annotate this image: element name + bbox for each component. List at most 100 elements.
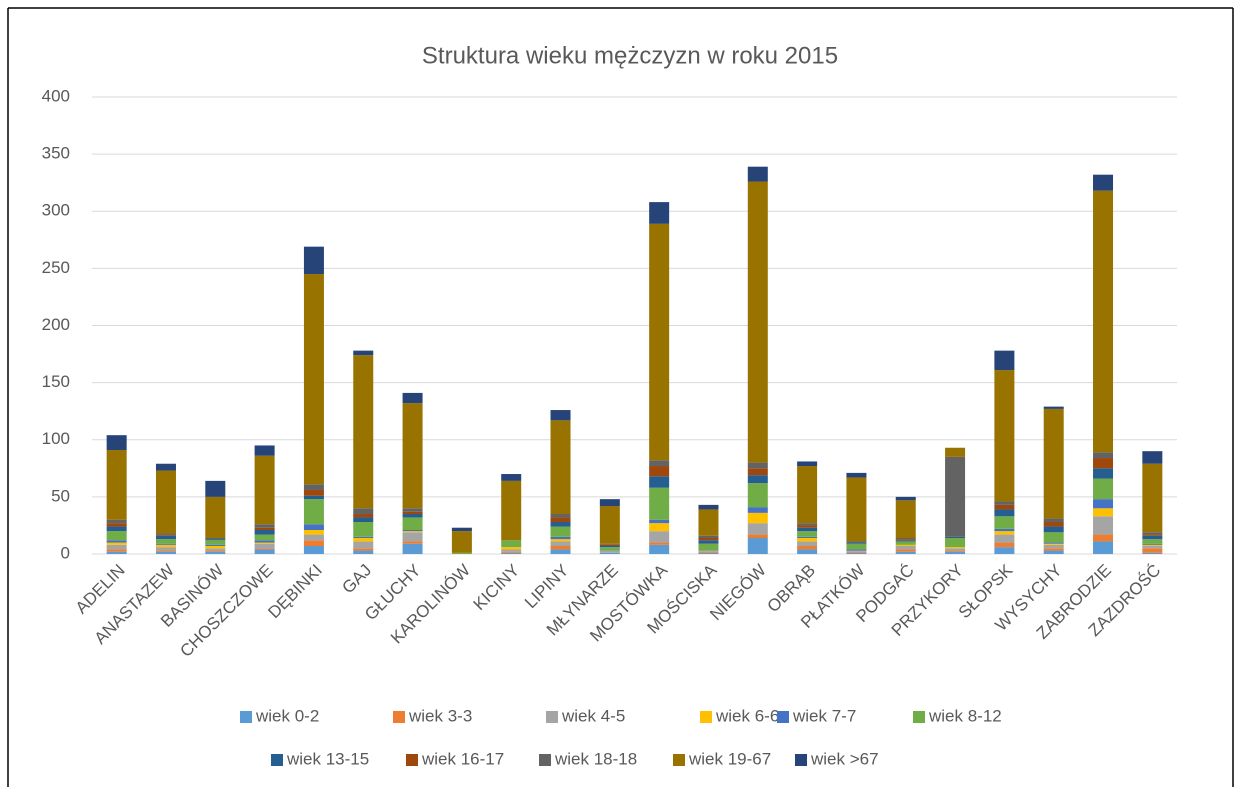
bar-segment xyxy=(550,536,571,540)
bar-segment xyxy=(402,517,423,531)
legend-label: wiek 13-15 xyxy=(286,749,369,768)
bar-segment xyxy=(205,480,226,497)
bar-segment xyxy=(994,516,1015,529)
bar-segment xyxy=(106,526,127,532)
bar-segment xyxy=(353,517,374,523)
bar-segment xyxy=(402,392,423,404)
bar-segment xyxy=(895,540,916,542)
bar-segment xyxy=(353,522,374,537)
bar-segment xyxy=(303,246,324,275)
bar-segment xyxy=(747,534,768,539)
y-tick-label: 200 xyxy=(42,315,70,334)
bar-segment xyxy=(155,547,176,551)
bar-segment xyxy=(1142,535,1163,540)
bar-segment xyxy=(1043,408,1064,519)
bar-segment xyxy=(1043,406,1064,409)
bar-segment xyxy=(797,546,818,550)
legend-label: wiek 0-2 xyxy=(255,706,319,725)
bar-segment xyxy=(303,540,324,547)
bar-segment xyxy=(501,552,522,554)
bar-segment xyxy=(205,540,226,545)
bar-segment xyxy=(1043,532,1064,543)
bar-segment xyxy=(501,540,522,548)
bar-segment xyxy=(1043,543,1064,545)
chart-title: Struktura wieku mężczyzn w roku 2015 xyxy=(422,42,838,69)
bar-segment xyxy=(155,544,176,548)
y-tick-label: 100 xyxy=(42,429,70,448)
legend-label: wiek >67 xyxy=(810,749,879,768)
bar-segment xyxy=(994,542,1015,548)
bar-segment xyxy=(698,504,719,510)
legend-swatch xyxy=(271,754,283,766)
bar-segment xyxy=(254,527,275,531)
bar-segment xyxy=(1093,534,1114,542)
y-tick-label: 250 xyxy=(42,258,70,277)
bar-segment xyxy=(106,519,127,524)
bar-segment xyxy=(254,534,275,541)
bar-segment xyxy=(402,543,423,554)
bar-segment xyxy=(994,350,1015,371)
bar-segment xyxy=(501,549,522,552)
bar-segment xyxy=(402,511,423,515)
bar-segment xyxy=(599,544,620,547)
bar-segment xyxy=(649,223,670,461)
bar-segment xyxy=(846,542,867,544)
legend-label: wiek 18-18 xyxy=(554,749,637,768)
bar-segment xyxy=(649,476,670,488)
bar-segment xyxy=(155,539,176,544)
bar-segment xyxy=(747,507,768,513)
bar-segment xyxy=(501,547,522,550)
bar-segment xyxy=(1043,522,1064,527)
bar-segment xyxy=(945,550,966,552)
bar-segment xyxy=(106,549,127,552)
bar-segment xyxy=(402,514,423,518)
bar-segment xyxy=(353,548,374,551)
bar-segment xyxy=(846,541,867,543)
bar-segment xyxy=(846,552,867,554)
bar-segment xyxy=(649,466,670,477)
bar-segment xyxy=(106,435,127,451)
bar-segment xyxy=(698,540,719,544)
bar-segment xyxy=(155,535,176,540)
bar-segment xyxy=(698,550,719,552)
bar-segment xyxy=(550,410,571,421)
y-tick-label: 350 xyxy=(42,144,70,163)
bar-segment xyxy=(205,539,226,541)
bar-segment xyxy=(994,370,1015,502)
legend-label: wiek 4-5 xyxy=(561,706,625,725)
bar-segment xyxy=(550,522,571,527)
bar-segment xyxy=(599,499,620,507)
y-tick-label: 400 xyxy=(42,86,70,105)
bar-segment xyxy=(945,547,966,549)
y-tick-label: 50 xyxy=(51,486,70,505)
bar-segment xyxy=(797,536,818,539)
bar-segment xyxy=(205,546,226,549)
bar-segment xyxy=(895,544,916,547)
bar-segment xyxy=(155,551,176,554)
bar-segment xyxy=(994,501,1015,505)
legend-label: wiek 3-3 xyxy=(408,706,472,725)
bar-segment xyxy=(205,538,226,540)
bar-segment xyxy=(1043,542,1064,544)
bar-segment xyxy=(1093,190,1114,453)
x-tick-label: KICINY xyxy=(470,561,524,615)
bar-segment xyxy=(353,514,374,518)
bar-segment xyxy=(1093,499,1114,509)
bar-segment xyxy=(945,548,966,551)
bar-segment xyxy=(402,532,423,542)
bar-segment xyxy=(747,538,768,554)
bar-segment xyxy=(747,468,768,476)
bar-segment xyxy=(254,455,275,525)
bar-segment xyxy=(895,539,916,541)
bar-segment xyxy=(501,551,522,553)
bar-segment xyxy=(1142,548,1163,553)
bar-segment xyxy=(106,544,127,550)
bar-segment xyxy=(155,534,176,536)
bar-segment xyxy=(747,166,768,182)
bar-segment xyxy=(599,506,620,544)
legend-swatch xyxy=(913,711,925,723)
bar-segment xyxy=(1142,451,1163,464)
bar-segment xyxy=(1043,518,1064,523)
bar-segment xyxy=(402,530,423,532)
